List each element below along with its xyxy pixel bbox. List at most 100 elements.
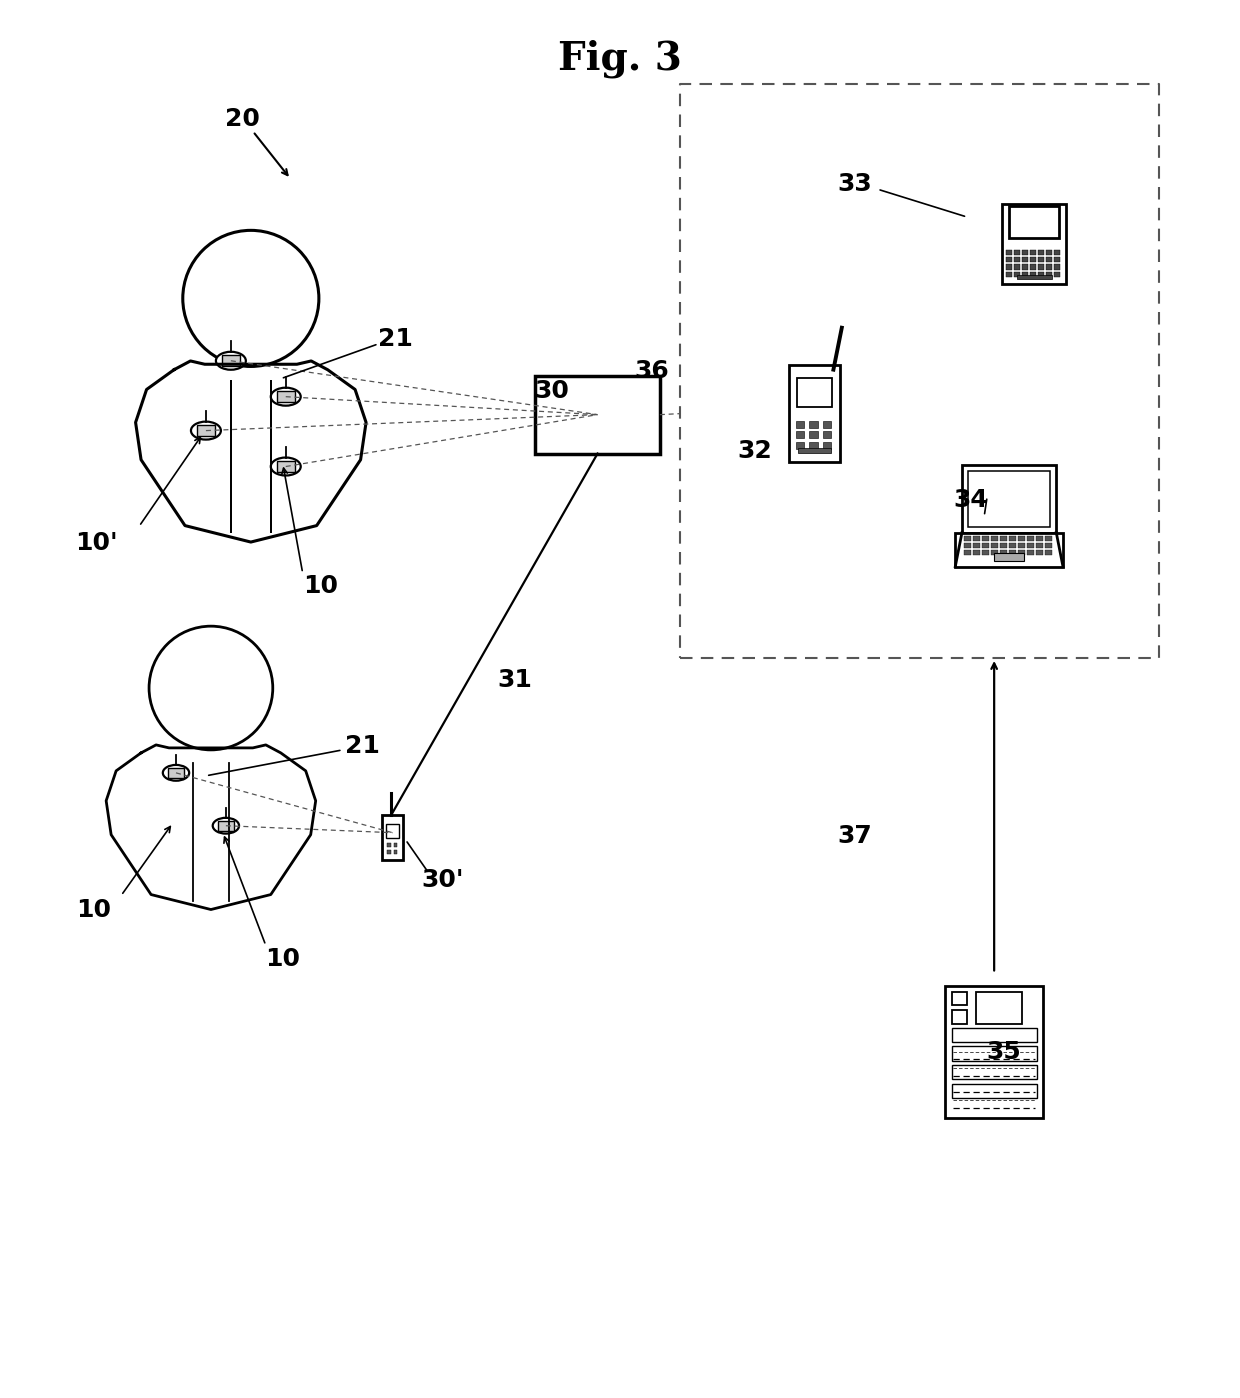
Bar bbox=[169, 768, 184, 777]
Text: 20: 20 bbox=[226, 108, 260, 131]
Bar bbox=[952, 1065, 1037, 1079]
Bar bbox=[1027, 542, 1034, 548]
Text: 33: 33 bbox=[837, 172, 872, 196]
Text: 31: 31 bbox=[497, 668, 533, 692]
Bar bbox=[823, 421, 831, 428]
Bar bbox=[1045, 542, 1052, 548]
Bar bbox=[810, 421, 817, 428]
Bar bbox=[1054, 250, 1060, 256]
Bar bbox=[1009, 549, 1016, 555]
Bar bbox=[796, 421, 804, 428]
Text: 21: 21 bbox=[378, 327, 413, 351]
Bar bbox=[1014, 271, 1021, 277]
Bar bbox=[1054, 271, 1060, 277]
Bar bbox=[810, 442, 817, 449]
Bar bbox=[945, 987, 1043, 1118]
Bar bbox=[823, 432, 831, 438]
Bar bbox=[790, 365, 839, 461]
Bar bbox=[1027, 549, 1034, 555]
Bar bbox=[1047, 264, 1052, 270]
Bar bbox=[797, 377, 832, 407]
Ellipse shape bbox=[191, 422, 221, 439]
Bar bbox=[796, 432, 804, 438]
Bar bbox=[1030, 264, 1037, 270]
Text: 32: 32 bbox=[738, 439, 773, 463]
Bar bbox=[810, 432, 817, 438]
Bar bbox=[536, 376, 660, 453]
Bar bbox=[952, 991, 967, 1005]
Bar bbox=[1014, 257, 1021, 263]
Bar bbox=[797, 449, 831, 453]
Bar bbox=[1009, 535, 1016, 541]
Bar bbox=[1054, 257, 1060, 263]
Bar bbox=[387, 850, 391, 854]
Bar bbox=[386, 823, 399, 837]
Text: 10: 10 bbox=[265, 948, 300, 972]
Text: 30': 30' bbox=[422, 868, 464, 892]
Bar bbox=[1014, 264, 1021, 270]
Bar bbox=[1018, 549, 1024, 555]
Bar bbox=[1038, 271, 1044, 277]
Bar bbox=[952, 1028, 1037, 1042]
Bar bbox=[1006, 271, 1012, 277]
Bar bbox=[1027, 535, 1034, 541]
Bar bbox=[982, 535, 990, 541]
Ellipse shape bbox=[270, 387, 301, 405]
Text: 35: 35 bbox=[987, 1040, 1022, 1064]
Bar bbox=[796, 442, 804, 449]
Bar bbox=[1045, 535, 1052, 541]
Bar bbox=[1047, 257, 1052, 263]
Ellipse shape bbox=[270, 457, 301, 475]
Bar bbox=[1047, 271, 1052, 277]
Bar bbox=[982, 542, 990, 548]
Bar bbox=[1030, 271, 1037, 277]
Bar bbox=[1038, 257, 1044, 263]
Bar bbox=[1001, 535, 1007, 541]
Bar bbox=[1014, 250, 1021, 256]
Bar bbox=[965, 549, 971, 555]
Bar bbox=[218, 821, 234, 830]
Bar bbox=[1017, 275, 1052, 280]
Bar bbox=[1018, 542, 1024, 548]
Bar bbox=[1045, 549, 1052, 555]
Ellipse shape bbox=[162, 765, 190, 780]
Bar bbox=[1018, 535, 1024, 541]
Bar bbox=[1002, 204, 1066, 284]
Bar bbox=[965, 535, 971, 541]
Bar bbox=[982, 549, 990, 555]
Bar bbox=[1037, 549, 1043, 555]
Bar bbox=[1037, 535, 1043, 541]
Text: 21: 21 bbox=[345, 734, 379, 758]
Text: 10': 10' bbox=[74, 531, 118, 555]
Bar bbox=[823, 442, 831, 449]
Bar bbox=[1009, 206, 1059, 238]
Bar bbox=[197, 425, 215, 436]
Bar bbox=[277, 461, 295, 473]
Bar bbox=[1054, 264, 1060, 270]
Bar bbox=[1022, 264, 1028, 270]
Bar bbox=[393, 850, 398, 854]
Bar bbox=[952, 1011, 967, 1023]
Bar bbox=[222, 355, 239, 366]
Bar bbox=[1038, 250, 1044, 256]
Bar bbox=[952, 1046, 1037, 1061]
Bar bbox=[952, 1083, 1037, 1097]
Text: 10: 10 bbox=[76, 898, 110, 921]
Bar bbox=[1047, 250, 1052, 256]
Text: 34: 34 bbox=[954, 488, 988, 513]
Bar bbox=[991, 549, 998, 555]
Text: 36: 36 bbox=[635, 359, 670, 383]
Text: 30: 30 bbox=[534, 379, 569, 403]
Bar bbox=[1006, 264, 1012, 270]
Bar bbox=[994, 554, 1024, 562]
Ellipse shape bbox=[213, 818, 239, 833]
Bar bbox=[277, 391, 295, 403]
Bar bbox=[955, 533, 1063, 566]
Bar bbox=[1022, 271, 1028, 277]
Bar bbox=[1006, 257, 1012, 263]
Bar bbox=[973, 535, 980, 541]
Bar bbox=[1030, 257, 1037, 263]
Bar bbox=[387, 843, 391, 847]
Bar bbox=[991, 542, 998, 548]
Bar bbox=[1037, 542, 1043, 548]
